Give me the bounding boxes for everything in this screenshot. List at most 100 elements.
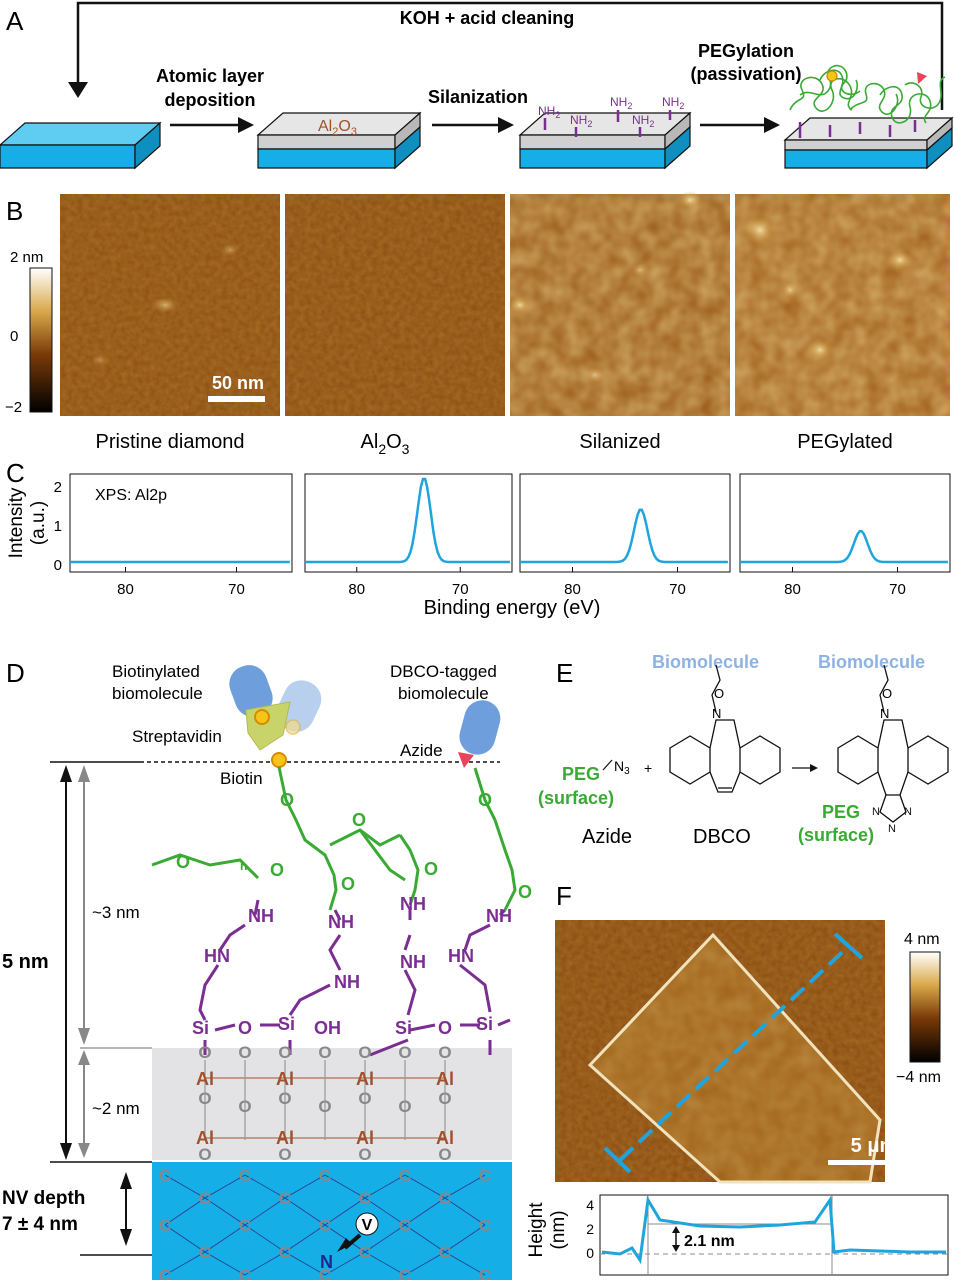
scalebar-b-label: 50 nm <box>212 373 264 393</box>
svg-text:O: O <box>358 1089 371 1108</box>
slab-pegylated <box>783 64 954 170</box>
svg-text:C: C <box>199 1189 211 1208</box>
xps-curve-3 <box>520 508 728 564</box>
svg-text:O: O <box>438 1145 451 1164</box>
xps-xtick: 70 <box>889 581 906 598</box>
alumina-layer <box>152 1048 512 1160</box>
panel-e: E Biomolecule Biomolecule PEG (surface) … <box>538 652 949 848</box>
svg-text:NH2: NH2 <box>570 113 592 129</box>
panel-label-a: A <box>6 6 24 36</box>
d-three-nm: ~3 nm <box>92 903 140 922</box>
e-biomolecule-right: Biomolecule <box>818 652 925 672</box>
svg-text:N: N <box>904 806 912 818</box>
c-ytick-0: 0 <box>54 557 62 574</box>
svg-text:NH: NH <box>400 952 426 972</box>
svg-text:O: O <box>278 1089 291 1108</box>
streptavidin-shape <box>245 701 291 751</box>
xps-frame-1 <box>69 473 293 573</box>
slab-silanized: NH2 NH2 NH2 NH2 NH2 <box>518 95 692 170</box>
silane-chains <box>198 899 511 1057</box>
afm-alumina <box>285 194 505 416</box>
svg-text:Al: Al <box>276 1128 294 1148</box>
svg-text:2: 2 <box>586 1221 594 1237</box>
svg-text:C: C <box>319 1266 331 1280</box>
cleaning-label: KOH + acid cleaning <box>400 8 575 28</box>
svg-text:NH: NH <box>248 906 274 926</box>
dbco-structure <box>669 664 781 793</box>
svg-text:O: O <box>270 860 284 880</box>
svg-text:O: O <box>424 859 438 879</box>
xps-xtick: 80 <box>348 581 365 598</box>
peg-coils <box>789 64 946 124</box>
silane-atoms: NH NH NH NH HN NH NH HN Si O Si OH Si O … <box>192 894 512 1038</box>
svg-text:C: C <box>479 1266 491 1280</box>
colorbar-b-bot: −2 <box>5 399 22 416</box>
svg-text:O: O <box>238 1097 251 1116</box>
svg-text:C: C <box>479 1166 491 1185</box>
d-azide: Azide <box>400 741 443 760</box>
colorbar-b-top: 2 nm <box>10 249 43 266</box>
svg-text:C: C <box>239 1166 251 1185</box>
svg-text:Al: Al <box>436 1069 454 1089</box>
svg-text:O: O <box>176 852 190 872</box>
svg-text:O: O <box>882 686 892 701</box>
svg-text:Si: Si <box>395 1018 412 1038</box>
profile-plot-frame <box>599 1194 949 1276</box>
xps-frame-2 <box>304 473 513 573</box>
svg-text:C: C <box>159 1166 171 1185</box>
silanization-label: Silanization <box>428 87 528 107</box>
svg-text:O: O <box>478 790 492 810</box>
svg-text:4: 4 <box>586 1197 594 1213</box>
xps-curve-4 <box>740 529 948 564</box>
svg-text:C: C <box>359 1189 371 1208</box>
caption-silanized: Silanized <box>579 431 660 453</box>
d-nv-depth-1: NV depth <box>2 1188 85 1209</box>
svg-text:O: O <box>318 1097 331 1116</box>
svg-text:N: N <box>880 706 889 721</box>
svg-text:N: N <box>712 706 721 721</box>
svg-text:HN: HN <box>204 946 230 966</box>
svg-text:Si: Si <box>278 1014 295 1034</box>
svg-text:O: O <box>318 1043 331 1062</box>
afm-silanized <box>508 191 730 416</box>
e-peg-left: PEG <box>562 764 600 784</box>
ald-label-1: Atomic layer <box>156 66 264 86</box>
colorbar-f-top: 4 nm <box>904 931 940 948</box>
amine-groups: NH2 NH2 NH2 NH2 NH2 <box>538 95 684 129</box>
e-peg-right: PEG <box>822 802 860 822</box>
panel-c: C Intensity (a.u.) 2 1 0 80 70 80 70 80 70 80 7… <box>6 458 951 619</box>
svg-text:Si: Si <box>192 1018 209 1038</box>
vacancy-circle <box>355 1212 379 1236</box>
svg-text:C: C <box>239 1266 251 1280</box>
e-plus: + <box>644 760 652 776</box>
profile-trace <box>601 1195 946 1265</box>
d-nv-depth-2: 7 ± 4 nm <box>2 1214 78 1235</box>
panel-f: F 5 μm 4 nm −4 nm Height (nm) 4 2 0 2.1 … <box>526 881 949 1276</box>
panel-label-f: F <box>556 881 572 911</box>
svg-text:NH: NH <box>400 894 426 914</box>
svg-text:HN: HN <box>448 946 474 966</box>
svg-text:O: O <box>238 1043 251 1062</box>
svg-text:C: C <box>399 1266 411 1280</box>
xps-plots: 80 70 80 70 80 70 80 70 <box>69 473 951 598</box>
svg-text:O: O <box>398 1097 411 1116</box>
e-dbco-label: DBCO <box>693 826 751 848</box>
svg-text:O: O <box>438 1018 452 1038</box>
svg-text:Al: Al <box>436 1128 454 1148</box>
svg-text:N: N <box>872 806 880 818</box>
pegylation-label-1: PEGylation <box>698 41 794 61</box>
panel-d: D ~3 nm ~2 nm 5 nm NV depth 7 ± 4 nm <box>2 658 532 1280</box>
svg-text:O: O <box>238 1018 252 1038</box>
e-biomolecule-left: Biomolecule <box>652 652 759 672</box>
svg-text:O: O <box>358 1043 371 1062</box>
svg-text:NH: NH <box>334 972 360 992</box>
panel-b: B 2 nm 0 −2 50 nm <box>5 191 950 457</box>
svg-text:C: C <box>319 1166 331 1185</box>
c-xlabel: Binding energy (eV) <box>424 597 601 619</box>
svg-text:Al: Al <box>196 1128 214 1148</box>
caption-pristine: Pristine diamond <box>96 431 245 453</box>
c-ylabel-1: Intensity <box>6 487 27 558</box>
nitrogen-label: N <box>320 1252 333 1272</box>
